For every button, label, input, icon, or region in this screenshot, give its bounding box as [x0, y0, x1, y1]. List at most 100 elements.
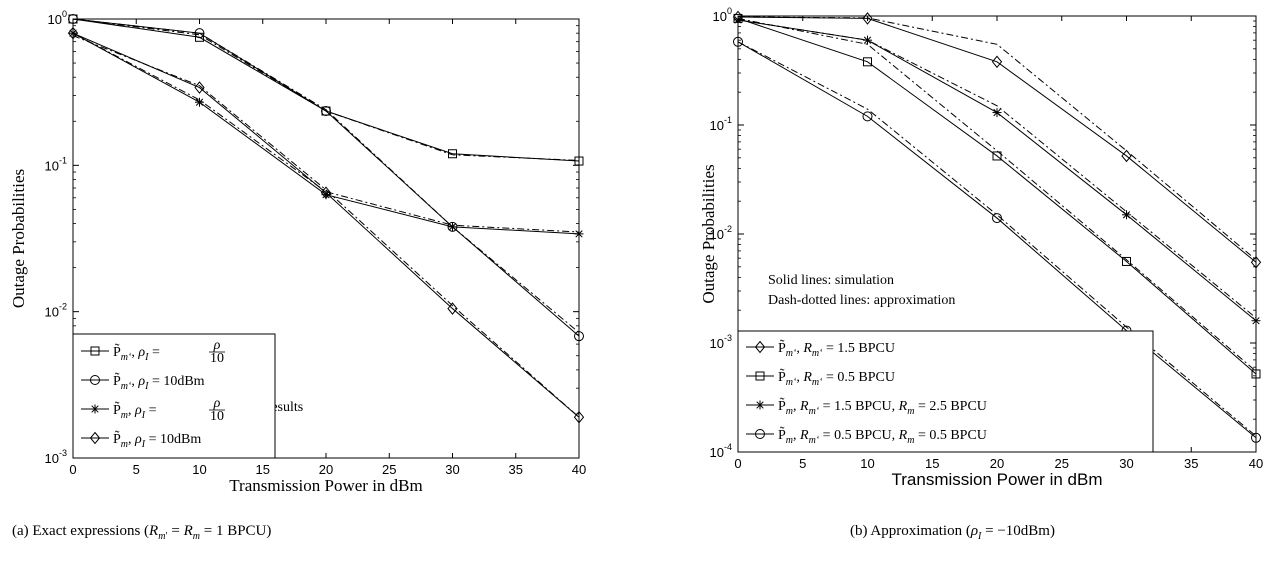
legend-value: 10dBm	[160, 432, 201, 447]
legend-frac-num: ρ	[213, 338, 221, 353]
legend-sep: ,	[131, 345, 138, 360]
data-point-circle	[992, 213, 1002, 224]
legend-rho: ρ	[134, 432, 142, 447]
y-tick-exponent: -1	[724, 115, 732, 125]
legend-eq: =	[145, 432, 160, 447]
data-point-square	[1122, 256, 1131, 266]
legend-eq: =	[819, 399, 834, 414]
legend-symbol: P̃	[778, 397, 786, 414]
x-tick-label: 30	[445, 462, 459, 477]
legend-R: R	[898, 399, 908, 414]
data-point-star	[733, 15, 743, 25]
data-point-square	[863, 57, 872, 67]
series-1	[68, 14, 584, 166]
x-axis-label: Transmission Power in dBm	[229, 476, 422, 495]
legend-rho: ρ	[137, 345, 145, 360]
series-simulation-line	[72, 18, 580, 337]
legend-box	[737, 330, 1154, 453]
legend-marker-diamond	[754, 340, 766, 354]
legend-subscript: I	[144, 381, 149, 392]
x-tick-label: 10	[860, 456, 874, 471]
series-3	[68, 28, 584, 239]
x-tick-label: 20	[990, 456, 1004, 471]
series-1	[732, 10, 1262, 269]
legend-value: 0.5 BPCU	[837, 370, 895, 385]
star-stroke	[863, 36, 872, 44]
y-tick-base: 10	[45, 305, 59, 320]
data-point-diamond	[1121, 149, 1132, 163]
data-point-circle	[321, 106, 331, 117]
data-point-circle	[194, 28, 205, 39]
legend-symbol: P̃	[113, 343, 121, 360]
chart-a: 0 5 10 15 20 25 30 35 4010-310-210-1100Transmiss…	[9, 9, 586, 495]
star-stroke	[734, 16, 742, 24]
legend-frac-den: 10	[210, 409, 224, 424]
legend-rho: ρ	[134, 403, 142, 418]
data-point-star	[992, 108, 1002, 118]
series-analytic-line	[737, 16, 1257, 261]
series-2	[68, 14, 584, 342]
series-simulation-line	[72, 18, 580, 162]
legend-subscript: m‘	[786, 348, 797, 359]
legend-symbol: P̃	[778, 339, 786, 356]
y-tick-label: 10-3	[45, 448, 67, 466]
chart-b: 0 5 10 15 20 25 30 35 4010-410-310-210-1100Trans…	[699, 6, 1263, 489]
series-3	[733, 15, 1261, 326]
legend-eq: =	[822, 370, 837, 385]
legend-subscript: m‘	[812, 377, 823, 388]
legend-entry-4: P̃m, Rm‘ = 0.5 BPCU, Rm = 0.5 BPCU	[778, 426, 987, 446]
annotation-line-1: Solid lines: simulation	[768, 273, 894, 288]
legend-symbol: P̃	[778, 426, 786, 443]
star-stroke	[575, 230, 583, 238]
y-tick-label: 10-1	[710, 115, 732, 133]
legend-sep: ,	[796, 370, 803, 385]
star-stroke	[91, 405, 99, 413]
legend-subscript: I	[141, 439, 146, 450]
legend-symbol: P̃	[113, 430, 121, 447]
star-stroke	[1252, 317, 1260, 325]
x-tick-label: 5	[799, 456, 806, 471]
legend-marker-square	[90, 346, 100, 356]
data-point-circle	[574, 331, 584, 342]
data-point-star	[448, 222, 457, 232]
data-point-square	[574, 156, 584, 166]
y-tick-base: 10	[710, 445, 724, 460]
x-tick-label: 0	[734, 456, 741, 471]
series-analytic-line	[72, 32, 580, 233]
data-point-star	[863, 35, 872, 45]
x-tick-label: 15	[256, 462, 270, 477]
series-analytic-line	[72, 18, 580, 333]
legend-subscript: m‘	[809, 435, 820, 446]
legend-subscript: m	[121, 410, 128, 421]
y-tick-label: 10-4	[710, 442, 732, 460]
data-point-star	[574, 229, 584, 239]
legend-subscript: m	[907, 435, 914, 446]
data-point-diamond	[573, 410, 585, 424]
caption-b: (b) Approximation (ρI = −10dBm)	[850, 523, 1055, 542]
data-point-diamond	[320, 186, 332, 199]
legend-eq: =	[145, 403, 157, 418]
y-axis-label: Outage Probabilities	[9, 169, 28, 308]
legend-subscript: m‘	[121, 352, 132, 363]
legend-value: 2.5 BPCU	[929, 399, 987, 414]
legend-eq: =	[914, 428, 929, 443]
legend-value: 0.5 BPCU,	[834, 428, 899, 443]
legend-value: 1.5 BPCU	[837, 341, 895, 356]
legend-subscript: m‘	[809, 406, 820, 417]
legend-box	[72, 333, 276, 459]
data-point-square	[992, 151, 1002, 161]
data-point-circle	[862, 111, 873, 122]
legend-eq: =	[148, 374, 163, 389]
x-tick-label: 35	[1184, 456, 1198, 471]
data-point-diamond	[194, 81, 205, 94]
legend-eq: =	[822, 341, 837, 356]
legend-subscript: m	[786, 435, 793, 446]
x-tick-label: 15	[925, 456, 939, 471]
series-simulation-line	[72, 32, 580, 418]
y-tick-label: 10-2	[710, 224, 732, 242]
legend-eq: =	[148, 345, 160, 360]
legend-R: R	[799, 399, 809, 414]
